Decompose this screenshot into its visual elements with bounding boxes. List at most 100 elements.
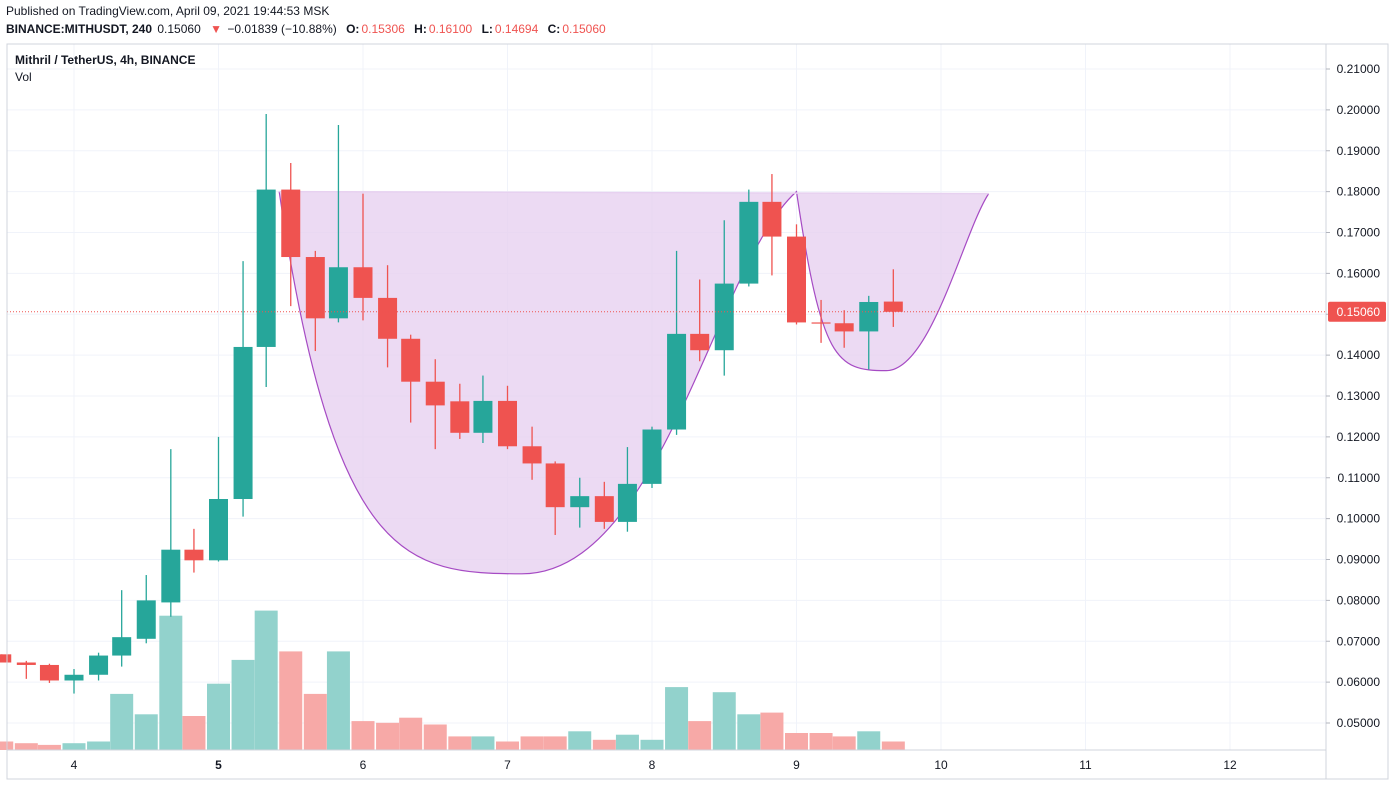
candle[interactable] bbox=[739, 189, 759, 287]
price-tick-label: 0.12000 bbox=[1337, 430, 1381, 444]
volume-bar bbox=[857, 731, 881, 750]
candle[interactable] bbox=[883, 269, 903, 327]
price-tick-label: 0.13000 bbox=[1337, 389, 1381, 403]
candle[interactable] bbox=[425, 359, 445, 450]
candle-body bbox=[161, 549, 181, 603]
time-tick-label: 4 bbox=[71, 758, 78, 772]
candle-body bbox=[209, 499, 228, 561]
candle-body bbox=[233, 346, 253, 500]
price-tick-label: 0.17000 bbox=[1337, 226, 1381, 240]
candle[interactable] bbox=[762, 174, 782, 276]
high-value: 0.16100 bbox=[428, 22, 473, 36]
price-tick-label: 0.05000 bbox=[1337, 716, 1381, 730]
volume-bar bbox=[737, 714, 761, 750]
volume-bar bbox=[809, 733, 833, 750]
candle[interactable] bbox=[667, 250, 687, 435]
candle[interactable] bbox=[522, 426, 542, 480]
time-tick-label: 10 bbox=[934, 758, 948, 772]
candle[interactable] bbox=[617, 447, 637, 532]
candle[interactable] bbox=[498, 385, 517, 450]
candle-body bbox=[112, 637, 132, 656]
candle-body bbox=[425, 381, 445, 406]
candle-body bbox=[305, 257, 325, 319]
candle-body bbox=[522, 446, 542, 464]
last-price-badge-bg bbox=[1328, 301, 1386, 322]
volume-bar bbox=[254, 610, 278, 750]
volume-bar bbox=[351, 721, 375, 750]
candle[interactable] bbox=[642, 426, 662, 488]
volume-bar bbox=[712, 692, 736, 750]
candle-body bbox=[762, 201, 782, 237]
pattern-fill bbox=[279, 191, 989, 574]
candle[interactable] bbox=[209, 436, 228, 562]
down-arrow-icon: ▼ bbox=[210, 22, 222, 36]
candles[interactable] bbox=[0, 113, 903, 694]
candle[interactable] bbox=[450, 383, 470, 439]
candle[interactable] bbox=[39, 663, 59, 683]
candle[interactable] bbox=[570, 477, 590, 528]
volume-bar bbox=[568, 731, 592, 750]
candle[interactable] bbox=[112, 590, 132, 667]
candle[interactable] bbox=[233, 261, 253, 517]
time-axis[interactable]: 4 5 6 7 8 9 10 11 12 bbox=[71, 758, 1237, 772]
candle[interactable] bbox=[0, 654, 12, 663]
candle-body bbox=[739, 201, 759, 284]
candle[interactable] bbox=[281, 163, 301, 307]
candle[interactable] bbox=[184, 528, 204, 573]
volume-bar bbox=[37, 744, 61, 750]
price-tick-label: 0.19000 bbox=[1337, 144, 1381, 158]
close-value: 0.15060 bbox=[562, 22, 606, 36]
candle-body bbox=[353, 267, 373, 298]
candle-body bbox=[328, 267, 348, 319]
time-tick-label: 7 bbox=[504, 758, 511, 772]
volume-bar bbox=[448, 736, 472, 750]
candle[interactable] bbox=[545, 461, 565, 535]
candle[interactable] bbox=[328, 124, 348, 323]
volume-bar bbox=[760, 712, 784, 750]
candle[interactable] bbox=[787, 224, 806, 325]
candle-body bbox=[594, 496, 614, 522]
candle-body bbox=[570, 496, 590, 508]
last-price-badge-text: 0.15060 bbox=[1337, 305, 1381, 319]
candle[interactable] bbox=[161, 449, 181, 617]
candle[interactable] bbox=[401, 334, 421, 423]
candle[interactable] bbox=[256, 113, 276, 388]
volume-bar bbox=[110, 693, 134, 750]
candle-body bbox=[690, 333, 710, 351]
candle-body bbox=[281, 189, 301, 258]
chart-legend: Mithril / TetherUS, 4h, BINANCE Vol bbox=[15, 53, 195, 84]
candle-body bbox=[498, 400, 517, 447]
candle[interactable] bbox=[353, 193, 373, 321]
volume-bar bbox=[376, 722, 400, 750]
candle[interactable] bbox=[16, 660, 36, 679]
candle[interactable] bbox=[64, 669, 84, 694]
time-tick-label: 12 bbox=[1223, 758, 1237, 772]
low-label: L: bbox=[481, 22, 493, 36]
candle[interactable] bbox=[594, 481, 614, 529]
candle[interactable] bbox=[811, 299, 831, 343]
price-tick-label: 0.08000 bbox=[1337, 593, 1381, 607]
candle[interactable] bbox=[690, 279, 710, 362]
candle-body bbox=[617, 483, 637, 522]
last-price-badge: 0.15060 bbox=[1328, 301, 1386, 322]
candle-body bbox=[401, 338, 421, 382]
volume-label: Vol bbox=[15, 70, 32, 84]
price-axis[interactable]: 0.21000 0.20000 0.19000 0.18000 0.17000 0.160… bbox=[1326, 62, 1386, 730]
candle[interactable] bbox=[378, 265, 398, 368]
candle[interactable] bbox=[714, 220, 734, 376]
candle[interactable] bbox=[834, 310, 854, 348]
candle[interactable] bbox=[305, 250, 325, 352]
published-note: Published on TradingView.com, April 09, … bbox=[6, 4, 330, 18]
candle[interactable] bbox=[859, 295, 879, 370]
pattern-rim bbox=[279, 190, 989, 195]
candle[interactable] bbox=[136, 575, 156, 644]
candle[interactable] bbox=[89, 652, 109, 681]
volume-bar bbox=[279, 651, 303, 750]
price-tick-label: 0.21000 bbox=[1337, 62, 1381, 76]
candle[interactable] bbox=[473, 375, 493, 444]
time-tick-label: 8 bbox=[649, 758, 656, 772]
price-tick-label: 0.09000 bbox=[1337, 553, 1381, 567]
candle-body bbox=[714, 283, 734, 351]
time-tick-label: 11 bbox=[1079, 758, 1092, 772]
